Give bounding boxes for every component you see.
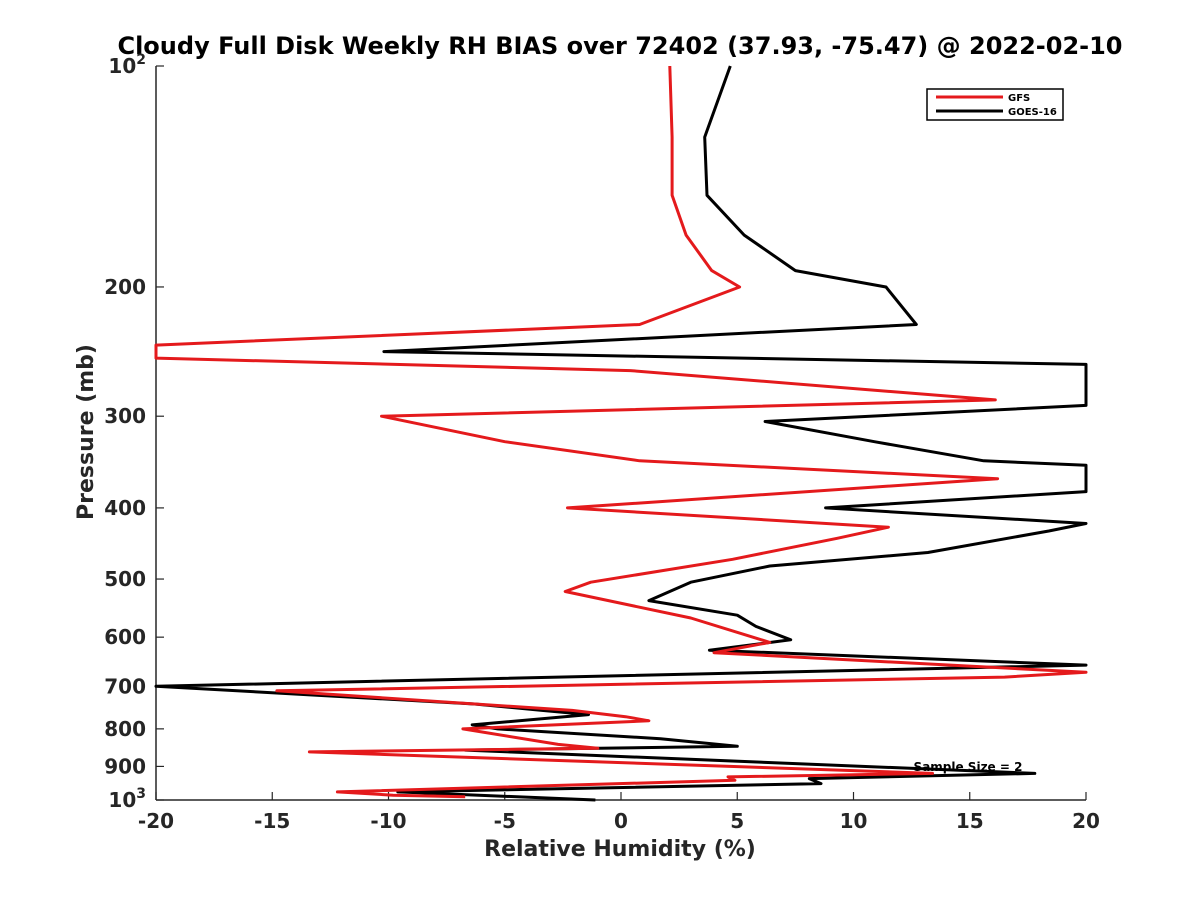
legend-box: [926, 88, 1064, 121]
y-tick-label: 600: [104, 625, 146, 649]
legend: GFS GOES-16: [926, 88, 1064, 121]
x-tick-label: 10: [840, 809, 868, 833]
x-tick-label: -10: [370, 809, 406, 833]
y-tick-label: 900: [104, 754, 146, 778]
y-tick-label: 300: [104, 404, 146, 428]
x-tick-label: -5: [494, 809, 516, 833]
x-tick-label: 15: [956, 809, 984, 833]
series-layer: [154, 65, 1088, 802]
sample-size-annotation: Sample Size = 2: [914, 760, 1023, 774]
y-tick-label: 200: [104, 275, 146, 299]
y-tick-label: 400: [104, 496, 146, 520]
y-tick-label: 700: [104, 674, 146, 698]
x-tick-label: -15: [254, 809, 290, 833]
x-tick-label: 5: [730, 809, 744, 833]
x-tick-label: 20: [1072, 809, 1100, 833]
y-tick-label: 500: [104, 567, 146, 591]
y-tick-label: 800: [104, 717, 146, 741]
y-axis-label: Pressure (mb): [74, 344, 99, 520]
legend-label-gfs: GFS: [1008, 93, 1030, 104]
x-axis-ticks: -20 -15 -10 -5 0 5 10 15 20: [138, 792, 1100, 833]
x-tick-label: -20: [138, 809, 174, 833]
chart-title: Cloudy Full Disk Weekly RH BIAS over 724…: [117, 32, 1122, 60]
legend-label-goes16: GOES-16: [1008, 107, 1057, 118]
y-tick-label: 102: [108, 52, 146, 78]
series-line-gfs: [154, 65, 1088, 799]
x-axis-label: Relative Humidity (%): [484, 837, 756, 862]
x-tick-label: 0: [614, 809, 628, 833]
series-line-goes16: [154, 65, 1088, 802]
